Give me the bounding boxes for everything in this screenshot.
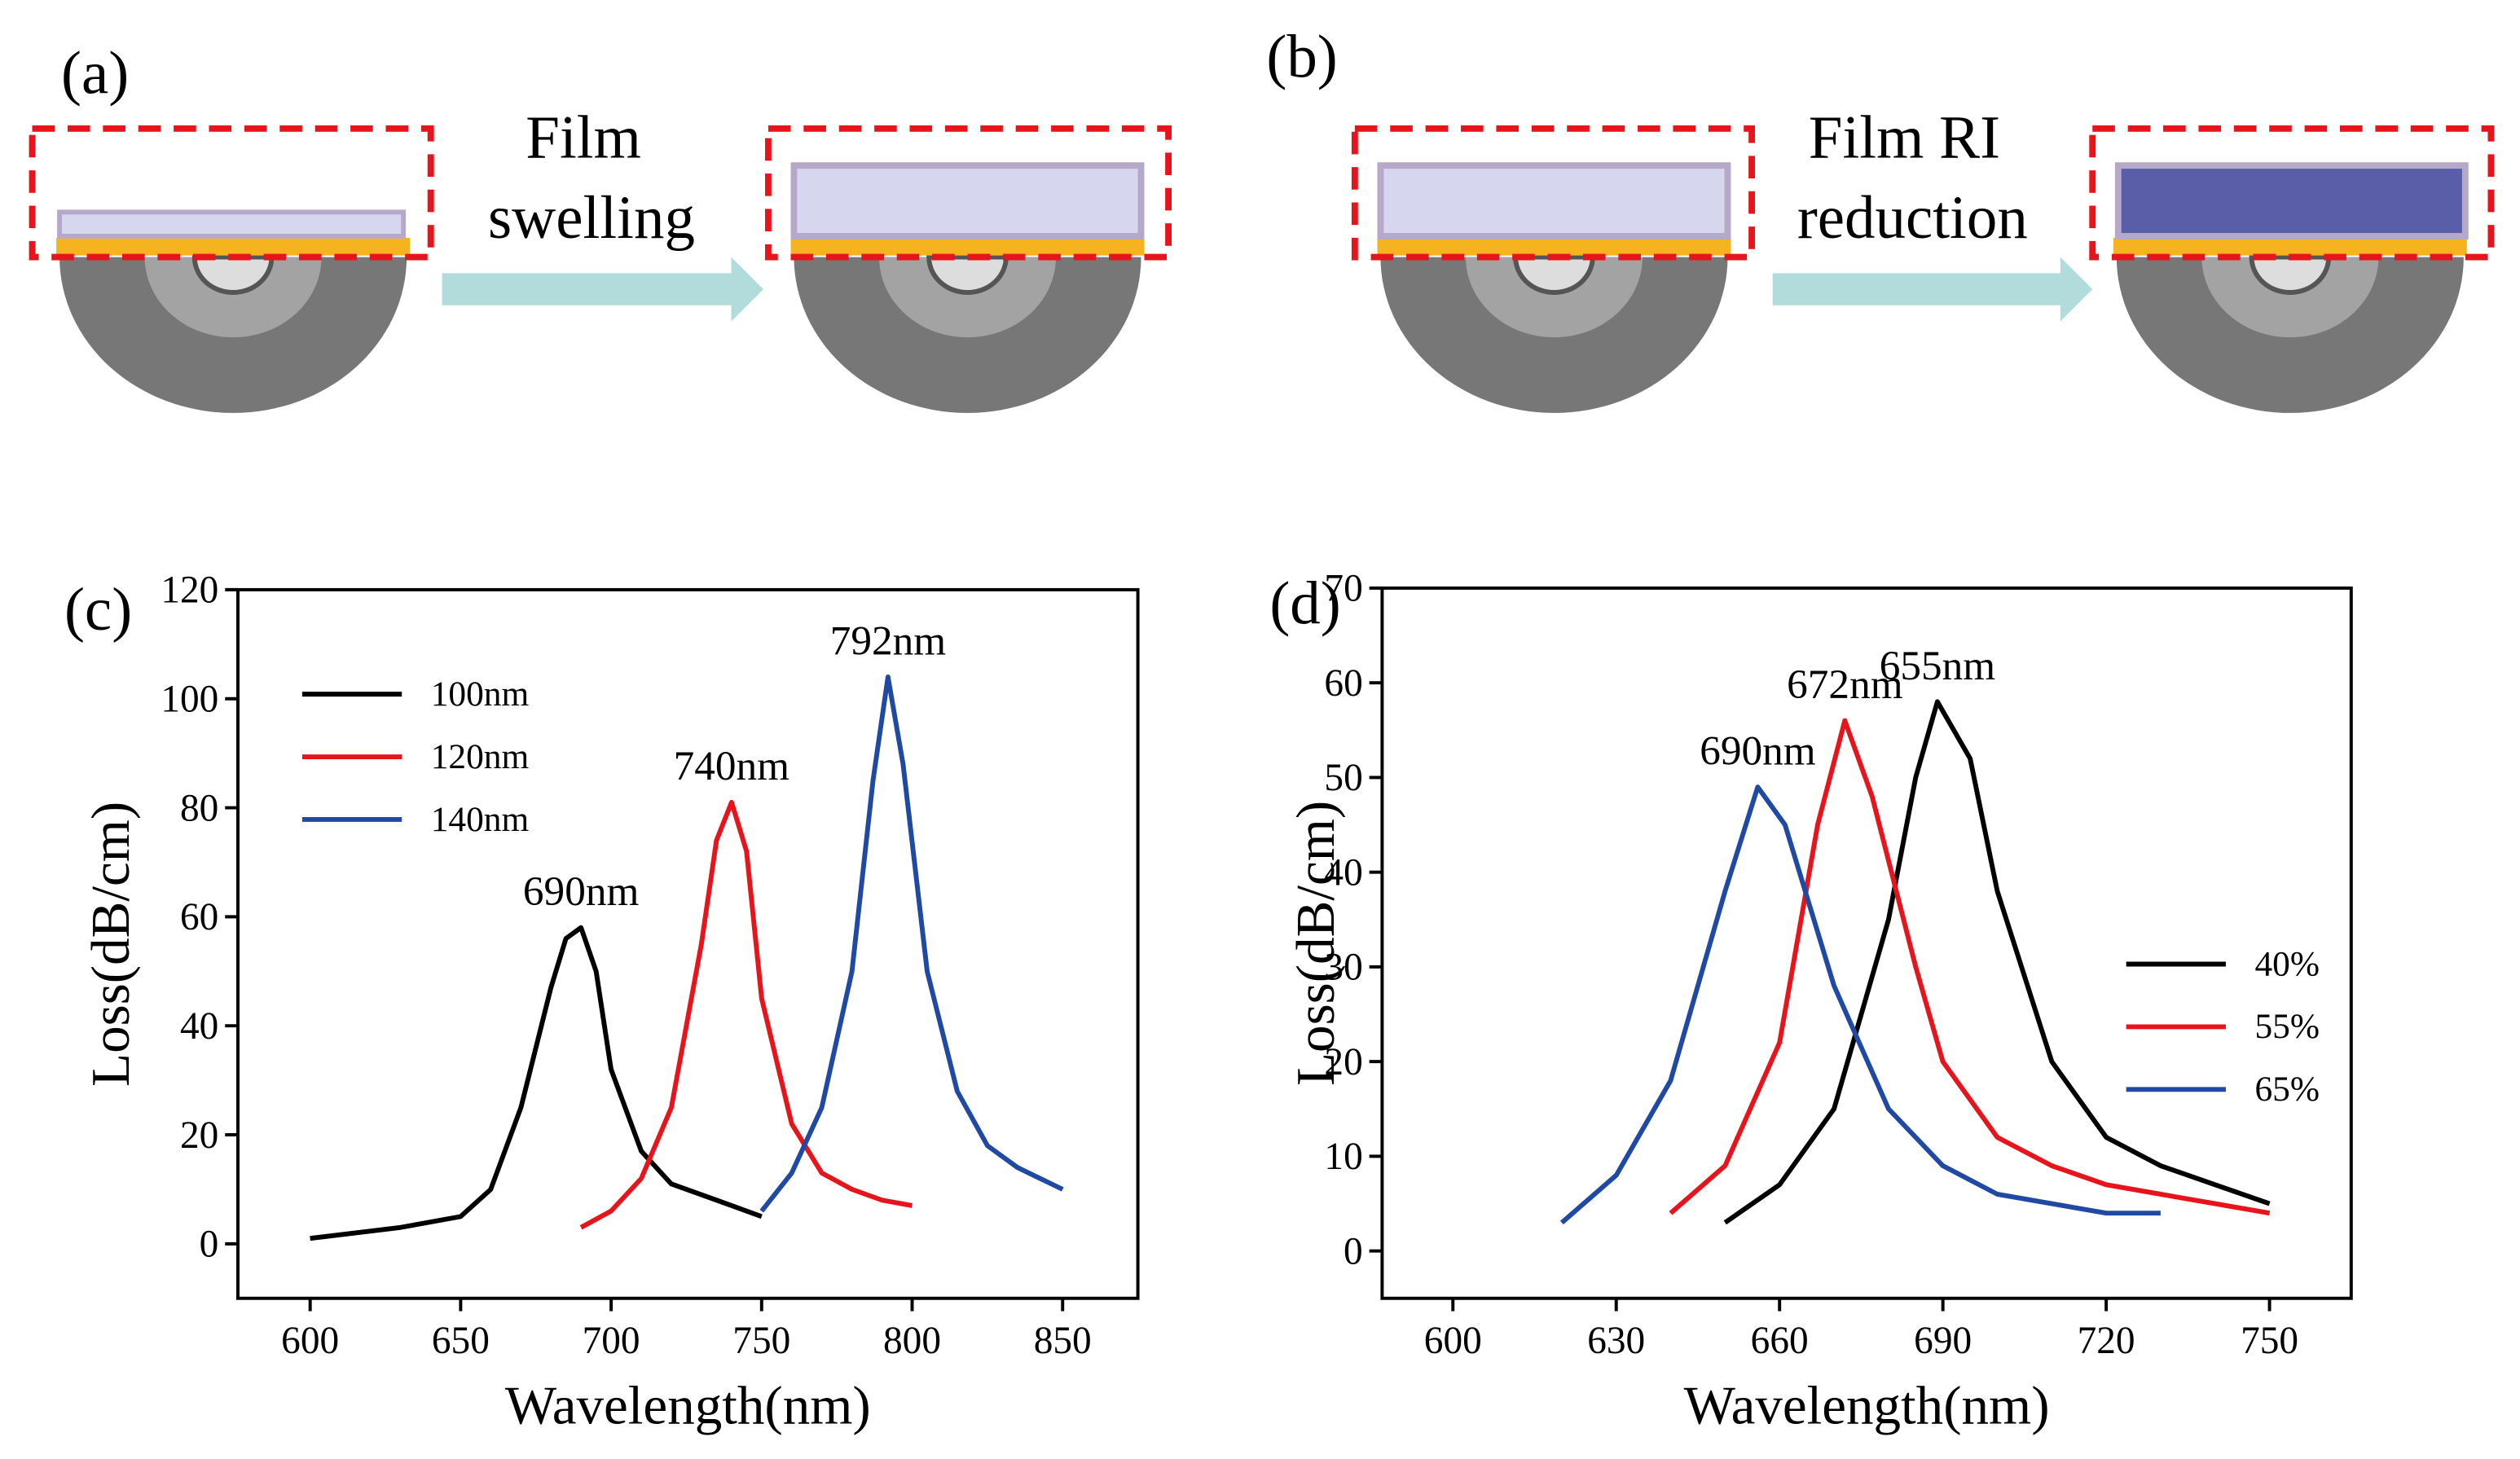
- x-tick-label: 600: [1424, 1320, 1482, 1362]
- series-line: [1669, 718, 2271, 1216]
- plot-frame: [1380, 586, 2353, 1300]
- x-tick-label: 800: [883, 1320, 941, 1362]
- x-tick-label: 690: [1914, 1320, 1972, 1362]
- y-tick-label: 40: [1324, 851, 1362, 894]
- y-tick-label: 20: [180, 1114, 218, 1157]
- y-tick-label: 20: [1324, 1041, 1362, 1083]
- caption: Film: [526, 103, 641, 171]
- series-line: [310, 925, 763, 1241]
- x-tick-label: 720: [2078, 1320, 2135, 1362]
- x-tick-label: 750: [2241, 1320, 2298, 1362]
- x-tick-label: 850: [1034, 1320, 1092, 1362]
- peak-annotation: 740nm: [674, 743, 790, 789]
- series-line: [579, 799, 913, 1230]
- legend-label: 120nm: [431, 737, 530, 776]
- series-line: [759, 675, 1064, 1213]
- y-tick-label: 60: [1324, 662, 1362, 705]
- legend-label: 100nm: [431, 675, 530, 714]
- peak-annotation: 690nm: [523, 868, 640, 915]
- y-tick-label: 30: [1324, 947, 1362, 989]
- y-tick-label: 70: [1324, 568, 1362, 610]
- peak-annotation: 690nm: [1700, 727, 1816, 774]
- legend-label: 40%: [2254, 944, 2320, 983]
- legend-label: 65%: [2254, 1070, 2320, 1109]
- y-tick-label: 10: [1324, 1136, 1362, 1178]
- legend-label: 55%: [2254, 1007, 2320, 1046]
- y-axis-label: Loss(dB/cm): [80, 802, 141, 1087]
- legend-label: 140nm: [431, 800, 530, 839]
- caption: swelling: [488, 184, 695, 252]
- plot-frame: [236, 587, 1140, 1300]
- caption: reduction: [1797, 184, 2028, 252]
- x-tick-label: 630: [1587, 1320, 1645, 1362]
- diagram-b: [1351, 125, 2495, 413]
- y-axis-label: Loss(dB/cm): [1285, 801, 1346, 1086]
- panel-label: (b): [1266, 24, 1337, 91]
- panel-label: (a): [61, 39, 129, 107]
- x-tick-label: 600: [281, 1320, 339, 1362]
- x-tick-label: 700: [583, 1320, 640, 1362]
- peak-annotation: 792nm: [830, 617, 947, 664]
- peak-annotation: 672nm: [1787, 661, 1903, 708]
- panel-label: (d): [1269, 569, 1340, 637]
- y-tick-label: 0: [200, 1224, 219, 1266]
- y-tick-label: 60: [180, 896, 218, 938]
- series-line: [1559, 784, 2161, 1225]
- series-line: [1723, 699, 2271, 1225]
- diagram-a: [29, 125, 1172, 413]
- y-tick-label: 0: [1344, 1230, 1363, 1272]
- x-axis-label: Wavelength(nm): [505, 1375, 871, 1436]
- y-tick-label: 50: [1324, 757, 1362, 799]
- x-axis-label: Wavelength(nm): [1684, 1375, 2050, 1436]
- y-tick-label: 120: [161, 569, 218, 612]
- x-tick-label: 750: [732, 1320, 790, 1362]
- y-tick-label: 80: [180, 787, 218, 829]
- x-tick-label: 660: [1751, 1320, 1809, 1362]
- x-tick-label: 650: [432, 1320, 490, 1362]
- y-tick-label: 100: [161, 678, 218, 720]
- peak-annotation: 655nm: [1880, 643, 1996, 689]
- caption: Film RI: [1809, 103, 2000, 171]
- y-tick-label: 40: [180, 1005, 218, 1048]
- panel-label: (c): [64, 576, 132, 644]
